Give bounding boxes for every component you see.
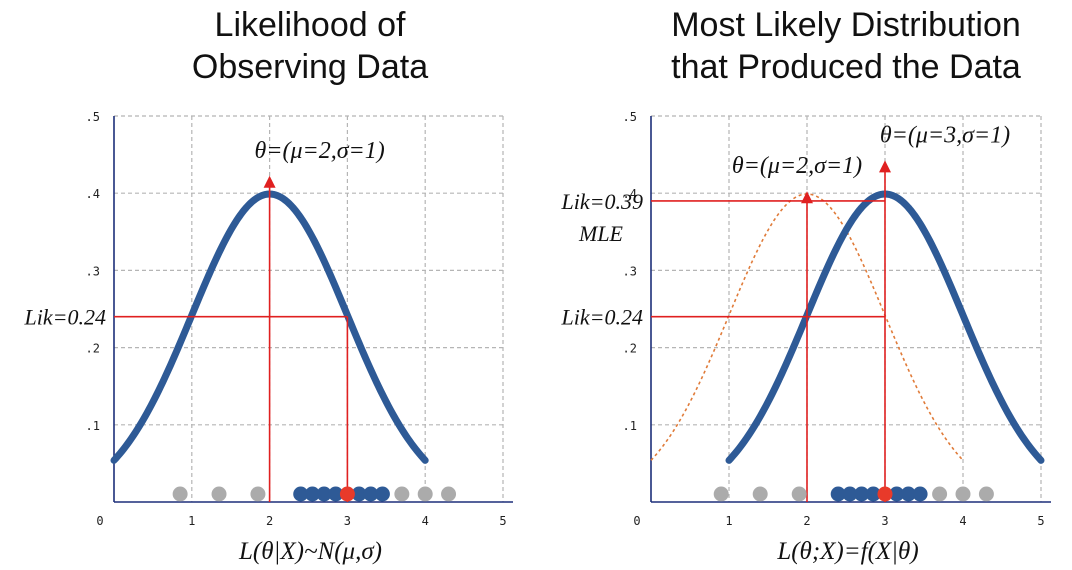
likelihood-label: Lik=0.39 bbox=[561, 189, 643, 214]
right-title-line-2: that Produced the Data bbox=[671, 48, 1021, 86]
y-tick-label: .3 bbox=[86, 264, 100, 278]
likelihood-label: Lik=0.24 bbox=[24, 305, 106, 330]
y-tick-label: .5 bbox=[623, 110, 637, 124]
x-tick-label: 2 bbox=[266, 514, 273, 528]
y-tick-label: .1 bbox=[623, 419, 637, 433]
data-point-gray bbox=[791, 486, 807, 502]
data-point-gray bbox=[211, 486, 227, 502]
left-title-line-1: Likelihood of bbox=[214, 6, 406, 44]
x-tick-label: 2 bbox=[803, 514, 810, 528]
data-point-gray bbox=[250, 486, 266, 502]
parameter-label: θ=(μ=2,σ=1) bbox=[254, 138, 384, 164]
y-tick-label: .2 bbox=[623, 342, 637, 356]
y-tick-label: .4 bbox=[623, 187, 637, 201]
parameter-arrow-head bbox=[801, 191, 813, 204]
y-tick-label: .2 bbox=[86, 342, 100, 356]
data-point-gray bbox=[955, 486, 971, 502]
data-point-blue bbox=[293, 486, 309, 502]
data-point-red bbox=[339, 486, 355, 502]
y-tick-label: .5 bbox=[86, 110, 100, 124]
y-tick-label: .4 bbox=[86, 187, 100, 201]
data-point-gray bbox=[713, 486, 729, 502]
left-chart-title: Likelihood of Observing Data bbox=[100, 4, 520, 88]
data-point-blue bbox=[374, 486, 390, 502]
x-tick-label: 5 bbox=[499, 514, 506, 528]
chart-panel-1: 0 1 2 3 4 5 .1 .2 .3 .4 .5 L(θ|X)~N(μ,σ) Lik=0.24 θ=(… bbox=[24, 110, 513, 565]
data-point-blue bbox=[363, 486, 379, 502]
data-point-red bbox=[877, 486, 893, 502]
x-axis-label: L(θ;X)=f(X|θ) bbox=[776, 538, 918, 565]
parameter-arrow-head bbox=[879, 160, 891, 173]
right-chart-title: Most Likely Distribution that Produced t… bbox=[620, 4, 1072, 88]
x-tick-label: 4 bbox=[422, 514, 429, 528]
x-tick-label: 4 bbox=[959, 514, 966, 528]
likelihood-label: Lik=0.24 bbox=[561, 305, 643, 330]
right-title-line-1: Most Likely Distribution bbox=[671, 6, 1021, 44]
data-point-blue bbox=[889, 486, 905, 502]
parameter-label: θ=(μ=3,σ=1) bbox=[880, 122, 1010, 148]
data-point-blue bbox=[328, 486, 344, 502]
x-tick-label: 0 bbox=[633, 514, 640, 528]
x-tick-label: 3 bbox=[344, 514, 351, 528]
parameter-arrow-head bbox=[263, 175, 276, 188]
x-tick-label: 1 bbox=[725, 514, 732, 528]
data-point-blue bbox=[900, 486, 916, 502]
data-point-gray bbox=[417, 486, 433, 502]
chart-panel-2: 0 1 2 3 4 5 .1 .2 .3 .4 .5 L(θ;X)=f(X|θ) Lik=0.39 MLE… bbox=[561, 110, 1051, 565]
data-point-blue bbox=[854, 486, 870, 502]
x-tick-label: 0 bbox=[96, 514, 103, 528]
x-tick-label: 3 bbox=[881, 514, 888, 528]
y-tick-label: .3 bbox=[623, 264, 637, 278]
data-point-blue bbox=[912, 486, 928, 502]
data-point-gray bbox=[978, 486, 994, 502]
data-point-gray bbox=[172, 486, 188, 502]
data-point-blue bbox=[830, 486, 846, 502]
data-point-gray bbox=[932, 486, 948, 502]
x-axis-label: L(θ|X)~N(μ,σ) bbox=[238, 538, 382, 565]
data-point-blue bbox=[351, 486, 367, 502]
data-point-blue bbox=[865, 486, 881, 502]
y-tick-label: .1 bbox=[86, 419, 100, 433]
data-point-blue bbox=[316, 486, 332, 502]
parameter-label: θ=(μ=2,σ=1) bbox=[732, 153, 862, 179]
mle-label: MLE bbox=[578, 221, 624, 246]
data-point-gray bbox=[394, 486, 410, 502]
data-point-blue bbox=[842, 486, 858, 502]
x-tick-label: 5 bbox=[1037, 514, 1044, 528]
data-point-gray bbox=[752, 486, 768, 502]
left-title-line-2: Observing Data bbox=[191, 48, 429, 86]
data-point-blue bbox=[304, 486, 320, 502]
x-tick-label: 1 bbox=[188, 514, 195, 528]
data-point-gray bbox=[441, 486, 457, 502]
